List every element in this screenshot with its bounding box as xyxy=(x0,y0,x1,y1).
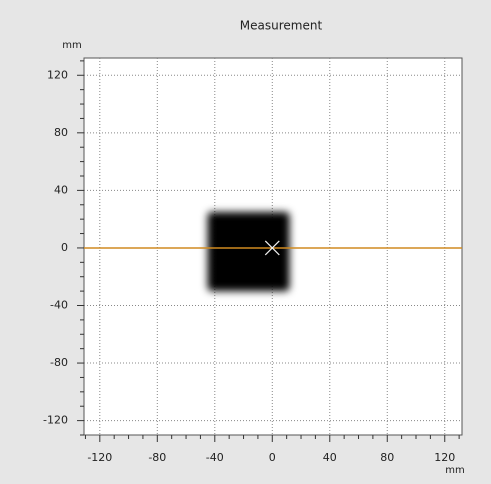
x-tick-label: -80 xyxy=(148,451,166,464)
intensity-region xyxy=(208,212,290,291)
y-tick-label: 40 xyxy=(54,183,68,196)
x-unit: mm xyxy=(445,465,464,476)
y-tick-label: -40 xyxy=(50,298,68,311)
x-tick-label: 80 xyxy=(380,451,394,464)
x-tick-label: 0 xyxy=(269,451,276,464)
y-tick-label: -120 xyxy=(43,414,68,427)
chart: Measurement mm mm -120 -80 -40 0 40 80 120 -120… xyxy=(0,0,491,484)
x-tick-label: -120 xyxy=(87,451,112,464)
y-unit: mm xyxy=(62,40,81,51)
x-tick-label: 120 xyxy=(434,451,455,464)
chart-title: Measurement xyxy=(240,19,323,33)
x-tick-label: 40 xyxy=(323,451,337,464)
y-tick-label: -80 xyxy=(50,356,68,369)
y-tick-label: 120 xyxy=(47,68,68,81)
y-tick-label: 80 xyxy=(54,126,68,139)
y-tick-label: 0 xyxy=(61,241,68,254)
x-tick-label: -40 xyxy=(206,451,224,464)
